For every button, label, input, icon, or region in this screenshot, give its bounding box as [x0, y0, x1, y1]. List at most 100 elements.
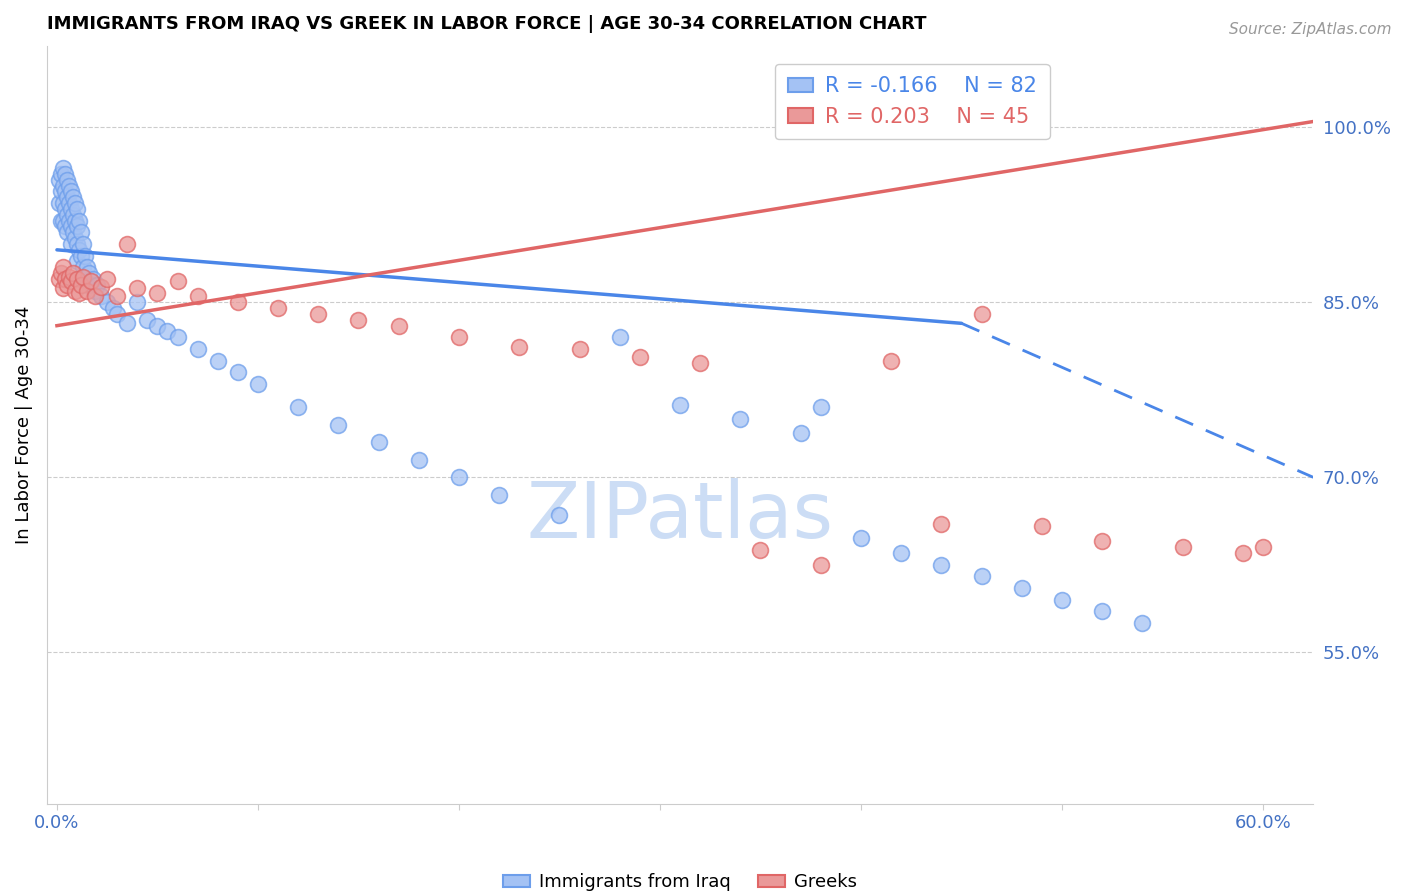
Point [63, 196, 86, 211]
Point [1091, 605, 1114, 619]
Point [508, 340, 530, 354]
Point [72, 269, 94, 284]
Point [56, 173, 79, 187]
Point [62, 225, 84, 239]
Point [117, 237, 139, 252]
Point [48, 196, 70, 211]
Point [72, 237, 94, 252]
Point [52, 213, 75, 227]
Point [669, 398, 692, 412]
Point [67, 285, 90, 300]
Point [58, 196, 80, 211]
Point [58, 213, 80, 227]
Point [127, 295, 149, 310]
Point [53, 219, 76, 234]
Point [52, 161, 75, 176]
Point [67, 213, 90, 227]
Point [77, 266, 100, 280]
Point [48, 173, 70, 187]
Point [67, 243, 90, 257]
Point [136, 313, 159, 327]
Point [52, 281, 75, 295]
Point [66, 237, 89, 252]
Point [90, 280, 112, 294]
Point [117, 316, 139, 330]
Point [1171, 541, 1194, 555]
Point [56, 277, 79, 292]
Point [76, 260, 98, 275]
Point [388, 318, 411, 333]
Point [63, 231, 86, 245]
Point [810, 558, 832, 572]
Point [60, 219, 83, 234]
Point [408, 452, 430, 467]
Point [84, 289, 107, 303]
Point [730, 412, 752, 426]
Point [127, 281, 149, 295]
Point [62, 266, 84, 280]
Point [58, 178, 80, 193]
Point [146, 318, 169, 333]
Point [970, 569, 993, 583]
Point [70, 249, 93, 263]
Point [105, 307, 128, 321]
Point [53, 185, 76, 199]
Point [166, 330, 188, 344]
Point [1011, 581, 1033, 595]
Point [75, 249, 97, 263]
Point [80, 277, 103, 292]
Point [749, 542, 772, 557]
Point [53, 202, 76, 216]
Point [103, 301, 125, 315]
Point [86, 277, 108, 292]
Point [548, 508, 571, 522]
Point [56, 208, 79, 222]
Point [56, 190, 79, 204]
Point [63, 284, 86, 298]
Point [90, 289, 112, 303]
Point [207, 353, 229, 368]
Point [328, 417, 350, 432]
Point [568, 342, 591, 356]
Legend: R = -0.166    N = 82, R = 0.203    N = 45: R = -0.166 N = 82, R = 0.203 N = 45 [775, 63, 1050, 139]
Point [880, 353, 903, 368]
Text: ZIPatlas: ZIPatlas [527, 478, 834, 554]
Point [810, 401, 832, 415]
Point [60, 237, 83, 252]
Point [1050, 592, 1073, 607]
Point [166, 274, 188, 288]
Point [76, 277, 98, 292]
Point [105, 289, 128, 303]
Point [628, 350, 651, 364]
Point [347, 313, 370, 327]
Point [49, 213, 72, 227]
Point [447, 470, 470, 484]
Point [66, 202, 89, 216]
Point [96, 272, 118, 286]
Point [226, 295, 249, 310]
Point [890, 546, 912, 560]
Point [52, 196, 75, 211]
Point [447, 330, 470, 344]
Point [76, 284, 98, 298]
Point [931, 516, 953, 531]
Point [53, 272, 76, 286]
Point [66, 219, 89, 234]
Point [1091, 534, 1114, 549]
Point [96, 295, 118, 310]
Point [72, 260, 94, 275]
Point [789, 425, 811, 440]
Point [931, 558, 953, 572]
Point [52, 178, 75, 193]
Y-axis label: In Labor Force | Age 30-34: In Labor Force | Age 30-34 [15, 306, 32, 544]
Point [970, 307, 993, 321]
Point [307, 307, 329, 321]
Point [60, 274, 83, 288]
Point [488, 488, 510, 502]
Point [367, 435, 389, 450]
Point [53, 167, 76, 181]
Point [849, 531, 872, 545]
Point [226, 365, 249, 379]
Point [49, 167, 72, 181]
Text: Source: ZipAtlas.com: Source: ZipAtlas.com [1229, 22, 1392, 37]
